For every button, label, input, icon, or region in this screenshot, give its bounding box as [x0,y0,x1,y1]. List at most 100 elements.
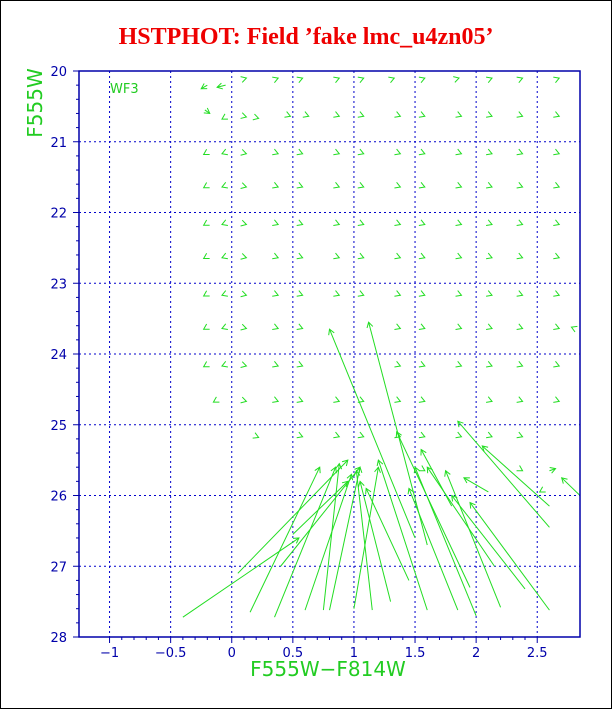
vector-arrowhead [366,321,374,329]
vector-arrowhead [394,323,402,330]
y-tick-label: 28 [50,631,67,646]
vector-arrowhead [212,396,220,403]
vector-short [418,361,426,368]
vector-arrowhead [553,323,561,330]
vector-arrowhead [357,480,365,488]
vector-arrowhead [202,149,210,155]
x-tick-label: 0.5 [282,646,303,661]
vector-short [516,396,524,403]
vector-short [333,431,341,439]
vector-short [553,148,561,156]
vector-arrowhead [333,431,341,439]
vector-short [418,219,426,226]
vector-arrowhead [553,396,561,403]
vector-arrowhead [516,431,524,439]
vector-short [272,148,280,156]
vector-arrowhead [553,219,561,226]
vector-arrowhead [333,396,341,403]
vector-short [516,76,524,84]
vector-short [418,290,426,297]
vector-long [457,420,550,528]
vector-short [455,111,463,118]
vector-shaft [322,463,340,611]
vector-arrowhead [272,252,280,260]
vector-arrowhead [486,323,493,330]
vector-short [418,323,426,330]
vector-arrowhead [418,219,426,226]
vector-short [394,396,402,403]
vector-arrowhead [486,361,493,368]
vector-short [333,219,341,226]
vector-short [486,252,493,260]
vector-shaft [353,467,379,609]
vector-arrowhead [202,290,210,297]
vector-short [240,182,248,189]
vector-arrowhead [221,252,228,260]
vector-arrowhead [374,466,381,474]
y-tick-label: 27 [50,560,67,575]
vector-arrowhead [516,252,524,260]
vector-arrowhead [296,290,304,297]
vector-arrowhead [272,76,280,84]
vector-shaft [329,467,361,611]
vector-short [221,361,228,368]
vector-short [553,323,561,330]
vector-arrowhead [357,219,365,226]
vector-arrowhead [455,290,463,297]
vector-shaft [216,84,226,88]
vector-arrowhead [463,477,470,484]
vector-arrowhead [221,290,228,297]
vector-short [357,252,365,260]
vector-short [252,432,260,439]
vector-arrowhead [221,148,228,156]
vector-short [202,149,210,155]
vector-short [296,290,304,297]
vector-short [221,290,228,297]
vector-shaft [561,477,581,496]
vector-short [333,148,341,156]
vector-short [455,323,463,330]
vector-long [328,328,416,539]
vector-shaft [292,480,349,535]
vector-shaft [426,466,495,567]
panel-annotation: WF3 [110,82,139,97]
vector-arrowhead [418,252,426,260]
vector-short [455,431,463,439]
vector-arrowhead [333,111,341,118]
vector-short [486,323,493,330]
vector-shaft [420,449,453,507]
vector-arrowhead [333,219,341,226]
vector-short [296,431,304,439]
chart-title: HSTPHOT: Field ’fake lmc_u4zn05’ [118,24,494,50]
vector-arrowhead [455,182,463,189]
vector-short [284,111,292,118]
vector-short [333,182,341,189]
vector-arrowhead [346,473,354,481]
vector-short [486,148,493,156]
vector-short [240,112,248,119]
vector-long [304,473,354,611]
vector-short [296,182,304,189]
x-tick-label: 2 [472,646,480,661]
x-tick-label: 1.5 [405,646,426,661]
vector-shaft [451,495,526,590]
vector-short [200,83,208,90]
vector-short [486,111,493,118]
vector-field [182,76,581,618]
vector-arrowhead [240,149,248,156]
vector-arrowhead [516,290,524,297]
vector-arrowhead [418,465,426,472]
vector-arrowhead [549,466,557,474]
vector-shaft [355,470,373,611]
vector-short [272,361,280,368]
vector-arrowhead [516,111,524,118]
vector-arrowhead [302,111,310,118]
vector-short [221,182,228,189]
vector-long [292,480,349,535]
vector-arrowhead [296,361,304,368]
vector-short [455,148,463,156]
vector-arrowhead [272,396,280,403]
vector-short [553,290,561,297]
vector-arrowhead [553,76,561,84]
